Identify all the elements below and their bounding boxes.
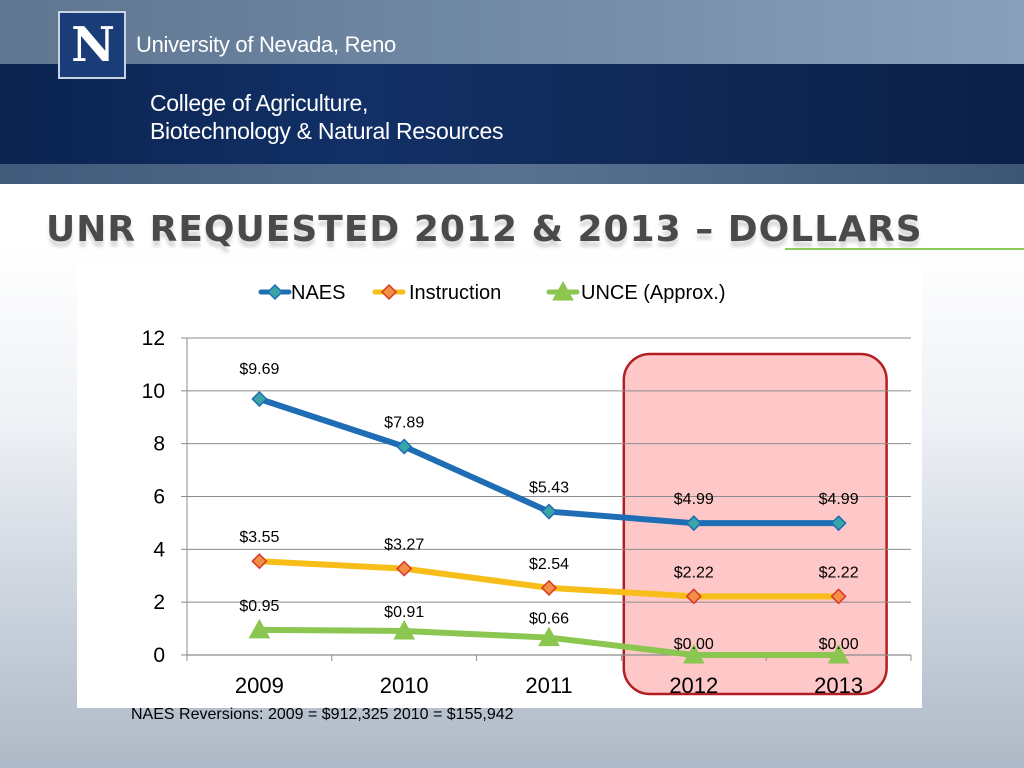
point-naes-2009 (251, 390, 268, 408)
point-instruction-2010 (396, 560, 413, 577)
y-tick-label-4: 4 (153, 538, 165, 561)
slide-title: UNR REQUESTED 2012 & 2013 – DOLLARS (46, 209, 923, 250)
y-tick-label-12: 12 (142, 327, 165, 350)
title-underline-rule (785, 248, 1024, 250)
legend-label-naes: NAES (291, 282, 345, 304)
data-label-naes-2012: $4.99 (674, 491, 714, 508)
data-label-naes-2010: $7.89 (384, 415, 424, 432)
data-label-instruction-2012: $2.22 (674, 564, 714, 581)
data-label-unce-approx-2012: $0.00 (674, 636, 714, 653)
x-tick-label-2012: 2012 (669, 673, 718, 698)
point-instruction-2012 (685, 588, 702, 605)
point-naes-2011 (540, 503, 558, 520)
point-instruction-2013 (830, 588, 847, 605)
data-label-naes-2013: $4.99 (819, 491, 859, 508)
college-name-line1: College of Agriculture, (150, 90, 369, 116)
point-unce-approx-2012 (682, 643, 705, 664)
point-instruction-2011 (540, 579, 558, 596)
point-naes-2010 (396, 438, 413, 455)
data-label-instruction-2010: $3.27 (384, 537, 424, 554)
legend-marker-naes (266, 283, 284, 301)
university-name: University of Nevada, Reno (136, 32, 396, 57)
point-naes-2013 (830, 515, 847, 532)
y-tick-label-8: 8 (153, 433, 165, 456)
header-main-band (0, 64, 1024, 164)
data-label-instruction-2011: $2.54 (529, 556, 569, 573)
x-tick-label-2010: 2010 (380, 673, 429, 698)
y-tick-label-2: 2 (153, 591, 165, 614)
data-label-instruction-2009: $3.55 (239, 529, 279, 546)
university-logo: N (58, 11, 126, 79)
legend-marker-instruction (380, 283, 398, 301)
x-tick-label-2013: 2013 (814, 673, 863, 698)
data-label-unce-approx-2009: $0.95 (239, 598, 279, 615)
point-unce-approx-2010 (393, 619, 416, 640)
x-tick-label-2009: 2009 (235, 673, 284, 698)
header-bottom-stripe (0, 164, 1024, 184)
y-tick-label-10: 10 (142, 380, 165, 403)
data-label-naes-2009: $9.69 (239, 361, 279, 378)
college-name-line2: Biotechnology & Natural Resources (150, 118, 504, 144)
data-label-unce-approx-2010: $0.91 (384, 604, 424, 621)
point-instruction-2009 (251, 553, 268, 570)
legend-label-instruction: Instruction (409, 282, 501, 304)
data-label-unce-approx-2013: $0.00 (819, 636, 859, 653)
legend-label-unce-approx: UNCE (Approx.) (581, 282, 725, 304)
point-unce-approx-2011 (538, 626, 560, 647)
chart-footnote: NAES Reversions: 2009 = $912,325 2010 = … (131, 706, 514, 723)
point-naes-2012 (685, 515, 702, 532)
logo-letter: N (71, 17, 115, 73)
legend-marker-unce-approx (552, 280, 574, 301)
data-label-instruction-2013: $2.22 (819, 564, 859, 581)
y-tick-label-0: 0 (153, 644, 165, 667)
data-label-naes-2011: $5.43 (529, 480, 569, 497)
header-top-band (0, 0, 1024, 64)
y-tick-label-6: 6 (153, 486, 165, 509)
point-unce-approx-2009 (248, 618, 271, 639)
x-tick-label-2011: 2011 (525, 673, 572, 698)
data-label-unce-approx-2011: $0.66 (529, 611, 569, 628)
point-unce-approx-2013 (827, 643, 850, 664)
